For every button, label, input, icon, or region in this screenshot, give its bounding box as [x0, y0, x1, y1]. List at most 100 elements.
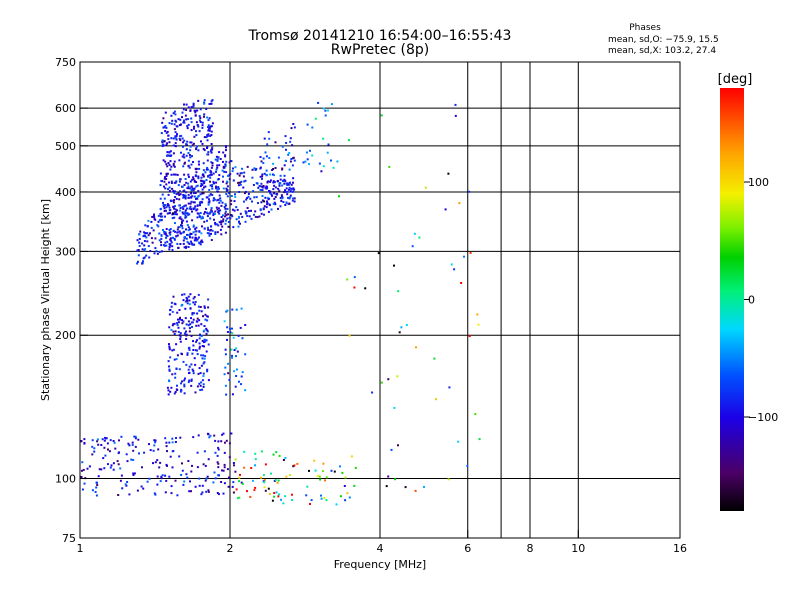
data-point — [260, 160, 263, 163]
data-point — [189, 205, 192, 208]
data-point — [166, 450, 168, 453]
data-point — [183, 162, 186, 165]
data-point — [191, 243, 194, 246]
data-point — [226, 195, 229, 198]
data-point — [189, 293, 192, 296]
data-point — [228, 476, 230, 479]
data-point — [131, 443, 134, 446]
data-point — [159, 215, 162, 218]
data-point — [322, 137, 325, 140]
data-point — [206, 319, 209, 322]
data-point — [283, 182, 286, 185]
data-point — [226, 468, 229, 471]
data-point — [231, 332, 234, 335]
data-point — [311, 126, 314, 129]
data-point — [260, 450, 263, 453]
data-point — [190, 185, 193, 188]
data-point — [175, 193, 178, 196]
data-point — [117, 452, 120, 455]
data-point — [281, 167, 284, 170]
data-point — [249, 495, 252, 498]
data-point — [213, 198, 216, 201]
data-point — [157, 220, 160, 223]
data-point — [188, 379, 191, 382]
data-point — [120, 435, 123, 438]
data-point — [261, 175, 264, 178]
data-point — [140, 485, 143, 488]
data-point — [289, 140, 292, 143]
data-point — [224, 212, 227, 215]
data-point — [252, 190, 255, 193]
data-point — [247, 195, 250, 198]
data-point — [180, 134, 183, 137]
data-point — [179, 139, 182, 142]
data-point — [199, 389, 202, 391]
data-point — [204, 318, 207, 321]
data-point — [199, 384, 202, 387]
data-point — [214, 233, 217, 235]
data-point — [277, 156, 280, 159]
data-point — [210, 130, 213, 133]
data-point — [172, 295, 175, 298]
data-point — [169, 231, 172, 234]
data-point — [201, 121, 204, 124]
data-point — [246, 165, 249, 168]
data-point — [281, 184, 284, 187]
data-point — [326, 151, 329, 154]
data-point — [144, 248, 147, 251]
data-point — [229, 173, 232, 176]
data-point — [192, 189, 195, 192]
data-point — [405, 324, 408, 326]
data-point — [178, 194, 181, 196]
data-point — [198, 319, 201, 322]
data-point — [200, 176, 203, 179]
data-point — [179, 232, 182, 235]
data-point — [203, 136, 206, 139]
data-point — [156, 475, 159, 478]
data-point — [463, 255, 465, 258]
data-point — [114, 447, 117, 450]
data-point — [218, 212, 221, 215]
data-point — [109, 466, 112, 469]
data-point — [188, 346, 191, 349]
data-point — [212, 481, 215, 484]
data-point — [176, 494, 179, 497]
data-point — [269, 192, 271, 195]
data-point — [169, 237, 172, 240]
data-point — [350, 455, 353, 458]
data-point — [284, 159, 287, 162]
data-point — [205, 211, 208, 214]
data-point — [165, 463, 168, 466]
data-point — [173, 160, 176, 163]
data-point — [353, 276, 356, 279]
data-point — [177, 326, 180, 329]
data-point — [134, 435, 137, 438]
data-point — [147, 219, 150, 222]
data-point — [240, 307, 243, 310]
data-point — [136, 239, 139, 242]
data-point — [293, 464, 296, 467]
data-point — [206, 232, 209, 235]
data-point — [396, 375, 399, 378]
data-point — [209, 184, 212, 187]
data-point — [224, 207, 227, 210]
data-point — [179, 318, 181, 321]
data-point — [176, 311, 179, 314]
data-point — [397, 444, 399, 447]
data-point — [216, 461, 219, 464]
data-point — [197, 434, 200, 437]
data-point — [175, 235, 178, 238]
data-point — [187, 165, 190, 168]
data-point — [320, 494, 322, 497]
data-point — [284, 495, 287, 498]
data-point — [241, 371, 244, 374]
data-point — [222, 180, 224, 183]
data-point — [216, 166, 219, 169]
data-point — [167, 138, 170, 141]
data-point — [166, 172, 169, 175]
data-point — [201, 388, 204, 391]
data-point — [186, 140, 189, 143]
data-point — [181, 220, 183, 223]
data-point — [143, 249, 146, 252]
